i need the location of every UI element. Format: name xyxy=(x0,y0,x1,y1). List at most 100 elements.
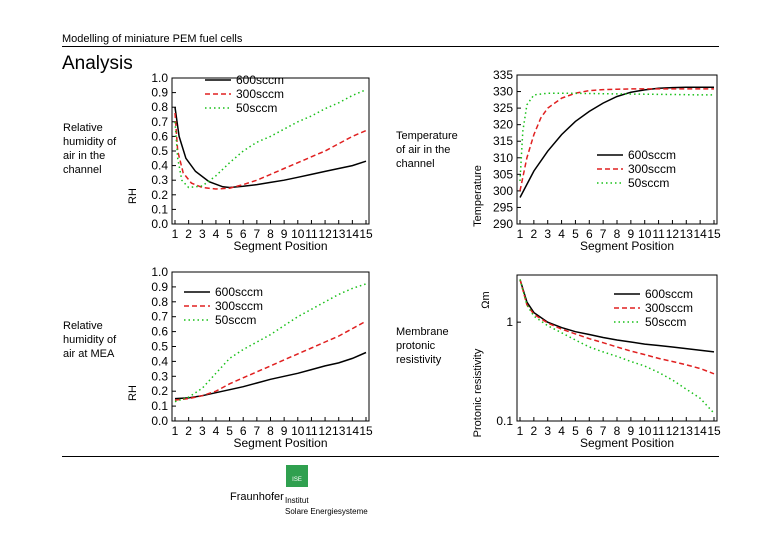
x-tick-label: 2 xyxy=(185,424,192,438)
chart-3: 0.00.10.20.30.40.50.60.70.80.91.01 2 3 4 5 6 7… xyxy=(127,265,373,450)
x-tick-label: 1 xyxy=(517,227,524,241)
y-tick-label: 0.5 xyxy=(151,340,168,354)
x-tick-label: 12 xyxy=(318,424,332,438)
series-line-50sccm xyxy=(519,92,714,182)
x-axis-label: Segment Position xyxy=(233,436,327,450)
legend-label-600sccm: 600sccm xyxy=(645,287,693,301)
series-line-600sccm xyxy=(519,86,714,198)
series-line-300sccm xyxy=(519,88,714,192)
plot-frame xyxy=(516,74,718,225)
y-tick-label: 0.6 xyxy=(151,325,168,339)
legend-label-300sccm: 300sccm xyxy=(628,162,676,176)
description-temperature: Temperature of air in the channel xyxy=(396,130,458,170)
y-axis-label: Protonic resistivity xyxy=(472,348,484,437)
x-tick-label: 6 xyxy=(586,227,593,241)
x-tick-label: 4 xyxy=(558,424,565,438)
y-tick-label: 0.7 xyxy=(151,115,168,129)
x-axis-label: Segment Position xyxy=(580,436,674,450)
legend-label-600sccm: 600sccm xyxy=(215,285,263,299)
y-tick-label: 0.0 xyxy=(151,414,168,428)
x-tick-label: 8 xyxy=(267,424,274,438)
x-tick-label: 2 xyxy=(185,227,192,241)
y-tick-label: 325 xyxy=(493,101,513,115)
x-tick-label: 2 xyxy=(531,227,538,241)
chart-1: 0.00.10.20.30.40.50.60.70.80.91.01 2 3 4 5 6 7… xyxy=(127,71,373,253)
legend-label-50sccm: 50sccm xyxy=(645,315,686,329)
description-resistivity: Membrane protonic resistivity xyxy=(396,326,449,366)
x-tick-label: 3 xyxy=(544,424,551,438)
y-tick-label: 0.4 xyxy=(151,354,168,368)
y-tick-label: 0.1 xyxy=(151,399,168,413)
x-tick-label: 10 xyxy=(638,227,652,241)
series-line-600sccm xyxy=(174,351,367,400)
x-tick-label: 7 xyxy=(254,227,261,241)
x-axis-label: Segment Position xyxy=(233,239,327,253)
x-tick-label: 13 xyxy=(332,227,346,241)
x-tick-label: 6 xyxy=(240,424,247,438)
y-tick-label: 335 xyxy=(493,68,513,82)
x-tick-label: 13 xyxy=(332,424,346,438)
y-tick-label: 0.2 xyxy=(151,384,168,398)
x-tick-label: 2 xyxy=(531,424,538,438)
section-title: Analysis xyxy=(62,53,133,74)
x-tick-label: 1 xyxy=(172,227,179,241)
y-tick-label: 0.1 xyxy=(151,202,168,216)
x-tick-label: 5 xyxy=(572,227,579,241)
y-tick-label: 1.0 xyxy=(151,71,168,85)
y-tick-label: 330 xyxy=(493,85,513,99)
x-tick-label: 5 xyxy=(226,424,233,438)
y-tick-label: 0.4 xyxy=(151,159,168,173)
x-tick-label: 4 xyxy=(213,227,220,241)
x-tick-label: 3 xyxy=(199,227,206,241)
y-tick-label: 320 xyxy=(493,118,513,132)
x-tick-label: 15 xyxy=(359,424,373,438)
x-tick-label: 9 xyxy=(628,227,635,241)
y-tick-label: 0.3 xyxy=(151,173,168,187)
y-tick-label: 0.6 xyxy=(151,129,168,143)
x-tick-label: 1 xyxy=(172,424,179,438)
x-tick-label: 14 xyxy=(693,227,707,241)
x-tick-label: 14 xyxy=(346,227,360,241)
y-tick-label: 0.1 xyxy=(496,414,513,428)
y-axis-label: Temperature xyxy=(472,165,484,227)
x-tick-label: 14 xyxy=(693,424,707,438)
x-tick-label: 11 xyxy=(652,424,665,438)
institute-line-2: Solare Energiesysteme xyxy=(285,507,368,516)
y-tick-label: 0.9 xyxy=(151,86,168,100)
x-tick-label: 10 xyxy=(638,424,652,438)
series-line-600sccm xyxy=(519,279,715,353)
x-tick-label: 9 xyxy=(281,424,288,438)
y-axis-label: RH xyxy=(127,385,139,401)
x-tick-label: 13 xyxy=(680,424,694,438)
x-tick-label: 12 xyxy=(666,424,680,438)
y-tick-label: 1.0 xyxy=(151,265,168,279)
legend-label-50sccm: 50sccm xyxy=(628,176,669,190)
y-tick-label: 310 xyxy=(493,151,513,165)
x-tick-label: 9 xyxy=(628,424,635,438)
series-line-300sccm xyxy=(174,112,367,190)
x-tick-label: 15 xyxy=(707,424,721,438)
series-line-300sccm xyxy=(174,320,367,401)
institute-line-1: Institut xyxy=(285,496,309,505)
series-line-600sccm xyxy=(174,107,367,189)
y-tick-label: 1 xyxy=(506,315,513,329)
header-rule xyxy=(62,46,719,47)
legend-label-300sccm: 300sccm xyxy=(236,87,284,101)
x-tick-label: 13 xyxy=(680,227,694,241)
description-rh-channel: Relative humidity of air in the channel xyxy=(63,122,117,176)
legend-label-50sccm: 50sccm xyxy=(236,101,277,115)
legend-label-300sccm: 300sccm xyxy=(645,301,693,315)
x-tick-label: 15 xyxy=(707,227,721,241)
x-tick-label: 3 xyxy=(544,227,551,241)
x-tick-label: 7 xyxy=(600,424,607,438)
x-tick-label: 7 xyxy=(254,424,261,438)
series-line-50sccm xyxy=(174,283,367,403)
y-tick-label: 300 xyxy=(493,184,513,198)
fraunhofer-logo: ISE xyxy=(286,465,308,487)
x-tick-label: 3 xyxy=(199,424,206,438)
x-tick-label: 6 xyxy=(586,424,593,438)
x-tick-label: 11 xyxy=(652,227,665,241)
y-tick-label: 0.7 xyxy=(151,310,168,324)
